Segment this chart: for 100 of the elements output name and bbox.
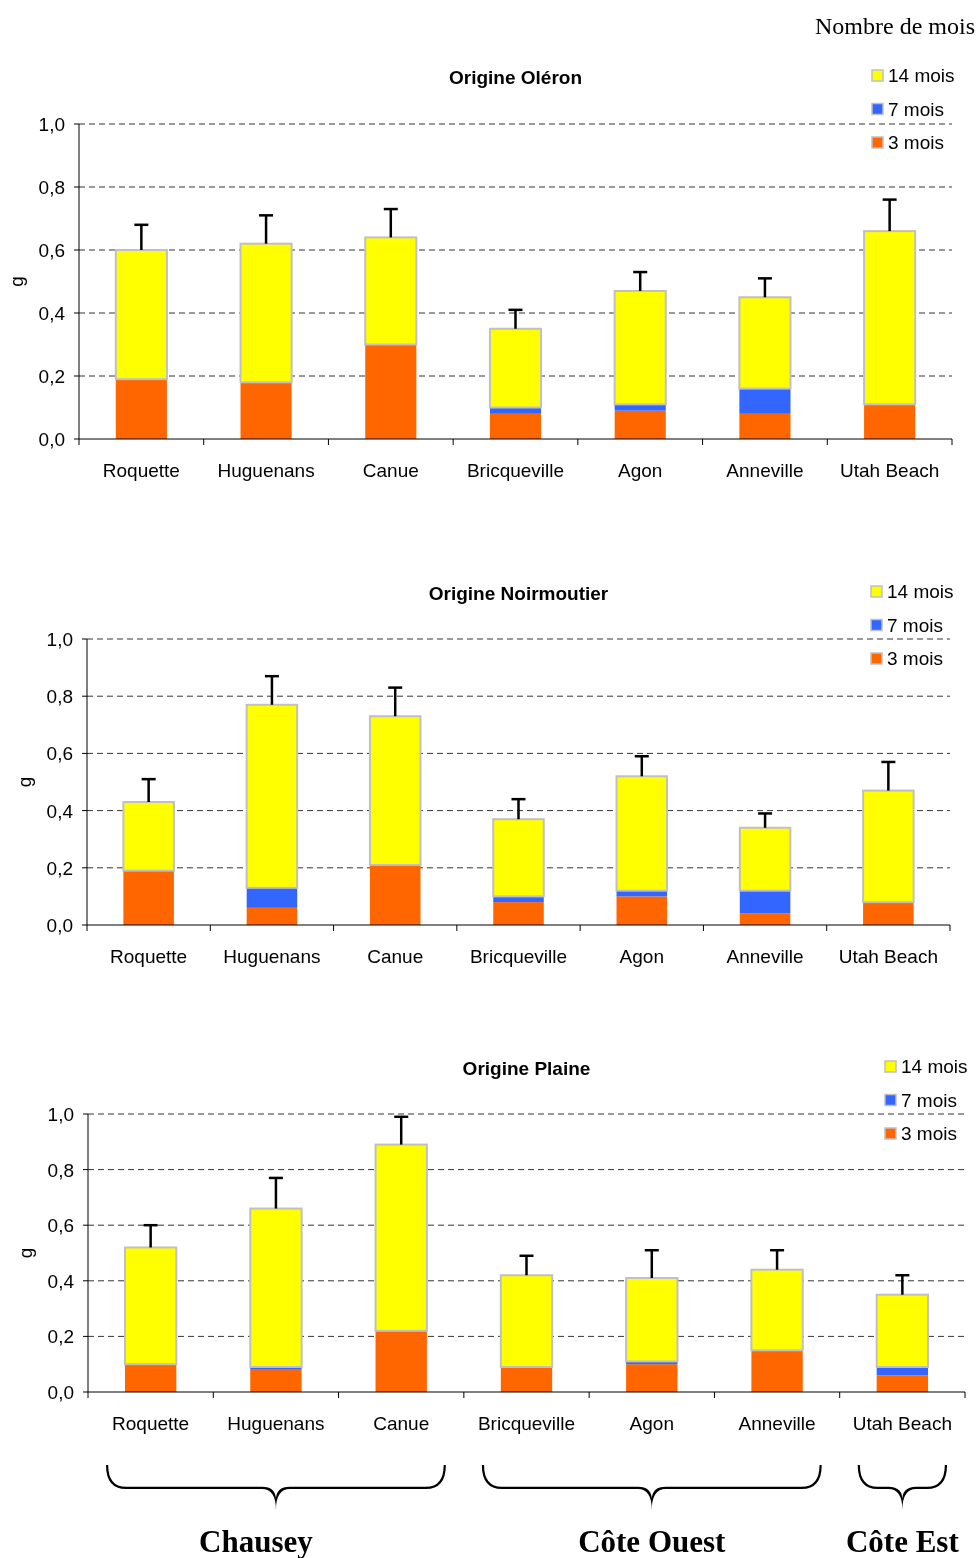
y-tick-label: 1,0 — [46, 629, 73, 650]
x-tick-label: Canue — [373, 1413, 430, 1434]
y-tick-label: 1,0 — [47, 1104, 74, 1125]
y-tick-label: 0,6 — [46, 743, 73, 765]
x-tick-label: Utah Beach — [852, 1413, 953, 1434]
y-tick-label: 0,0 — [47, 1382, 74, 1403]
bar — [246, 887, 298, 908]
bar — [123, 1246, 178, 1366]
y-tick-label: 0,0 — [38, 429, 65, 450]
bar — [739, 388, 791, 414]
bar — [240, 382, 292, 439]
text: Côte Est — [845, 1524, 960, 1558]
bar — [862, 789, 915, 904]
legend-label: 3 mois — [887, 648, 943, 669]
x-tick-label: Agon — [618, 460, 663, 481]
y-tick-label: 0,8 — [38, 177, 65, 198]
bar — [245, 703, 299, 889]
y-tick-label: 0,0 — [46, 915, 73, 936]
bar — [369, 864, 421, 925]
x-tick-label: Anneville — [738, 1413, 816, 1434]
x-tick-label: Canue — [367, 946, 424, 967]
y-tick-label: 1,0 — [38, 114, 65, 135]
y-tick-label: 0,2 — [46, 857, 73, 879]
bar — [739, 413, 791, 439]
legend-label: 7 mois — [887, 614, 943, 636]
bar — [123, 870, 174, 925]
x-tick-label: Canue — [362, 460, 419, 481]
x-tick-label: Roquette — [112, 1413, 190, 1434]
bar — [738, 826, 792, 892]
chart-title: Origine Oléron — [448, 67, 583, 88]
y-axis-title: g — [14, 776, 35, 788]
bar — [489, 413, 542, 439]
text: Chausey — [199, 1524, 314, 1558]
y-axis-title: g — [15, 1247, 36, 1259]
bar — [488, 327, 543, 409]
bar — [114, 249, 168, 381]
x-tick-label: Roquette — [110, 946, 188, 967]
bar — [365, 344, 417, 439]
bar — [614, 410, 666, 439]
bar — [864, 404, 916, 439]
x-tick-label: Bricqueville — [469, 946, 568, 967]
bar — [124, 1364, 177, 1392]
x-tick-label: Bricqueville — [466, 460, 565, 481]
x-tick-label: Bricqueville — [477, 1413, 576, 1434]
bar — [492, 818, 545, 898]
y-tick-label: 0,6 — [47, 1215, 74, 1237]
bar — [626, 1364, 678, 1392]
y-axis-title: g — [6, 276, 27, 287]
legend-label: 3 mois — [888, 132, 944, 153]
x-tick-label: Huguenans — [217, 460, 315, 481]
x-tick-label: Anneville — [726, 946, 804, 967]
y-tick-label: 0,4 — [38, 303, 66, 324]
y-tick-label: 0,8 — [46, 686, 73, 708]
bar — [625, 1277, 679, 1363]
x-tick-label: Agon — [629, 1413, 674, 1434]
chart-title: Origine Noirmoutier — [428, 583, 609, 604]
bar — [500, 1366, 553, 1392]
bar — [876, 1375, 929, 1392]
y-tick-label: 0,4 — [47, 1270, 75, 1292]
y-tick-label: 0,8 — [47, 1159, 74, 1181]
y-tick-label: 0,2 — [47, 1326, 74, 1348]
x-tick-label: Anneville — [726, 460, 804, 481]
bar — [750, 1268, 804, 1352]
legend-label: 14 mois — [888, 65, 955, 86]
bar — [249, 1207, 303, 1368]
bar — [613, 289, 667, 406]
legend-label: 7 mois — [901, 1089, 957, 1111]
bar — [738, 296, 792, 390]
bar — [614, 404, 666, 411]
bar — [239, 242, 293, 384]
bar — [246, 907, 298, 925]
text: Nombre de mois — [815, 13, 975, 39]
bar — [493, 902, 544, 925]
y-tick-label: 0,2 — [38, 366, 65, 387]
legend-label: 3 mois — [901, 1123, 957, 1144]
x-tick-label: Agon — [619, 946, 664, 967]
bar — [368, 715, 422, 866]
bar — [115, 379, 167, 439]
bar — [739, 890, 791, 914]
x-tick-label: Utah Beach — [839, 460, 940, 481]
x-tick-label: Utah Beach — [838, 946, 939, 967]
legend-label: 7 mois — [888, 98, 944, 120]
bar — [122, 801, 175, 872]
bar — [250, 1369, 302, 1392]
bar — [875, 1293, 930, 1368]
text: Côte Ouest — [578, 1524, 727, 1558]
bar — [615, 775, 669, 892]
bar — [364, 236, 418, 346]
y-tick-label: 0,6 — [38, 240, 65, 261]
bar — [374, 1143, 428, 1332]
bar — [863, 230, 917, 406]
legend-label: 14 mois — [901, 1056, 968, 1077]
chart-title: Origine Plaine — [462, 1058, 591, 1079]
bar — [499, 1274, 554, 1368]
x-tick-label: Huguenans — [227, 1413, 325, 1434]
bar — [616, 896, 668, 925]
bar — [751, 1350, 803, 1392]
x-tick-label: Huguenans — [223, 946, 321, 967]
legend-label: 14 mois — [887, 581, 954, 602]
x-tick-label: Roquette — [102, 460, 180, 481]
